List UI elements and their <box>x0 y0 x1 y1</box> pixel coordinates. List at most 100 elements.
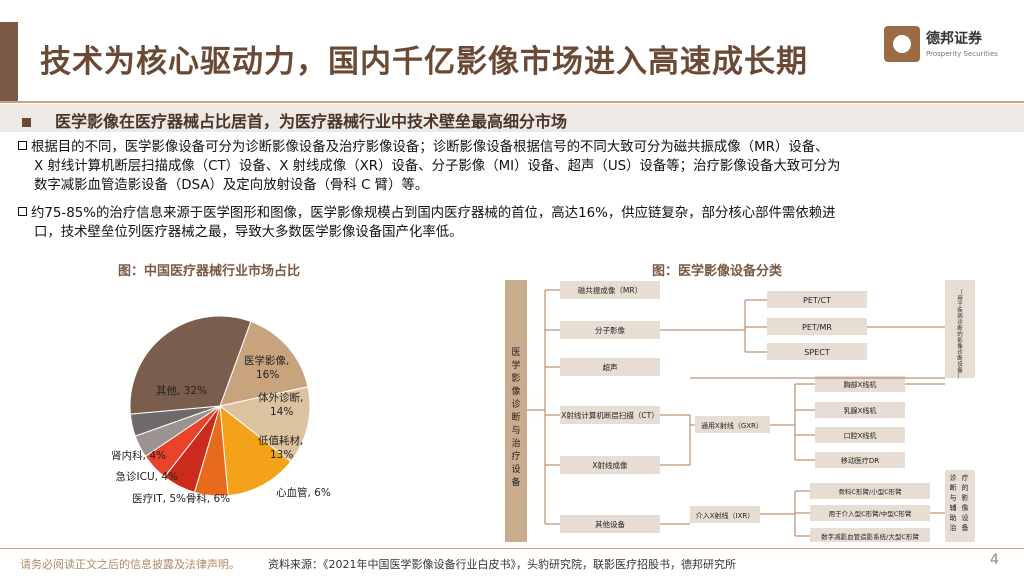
right2-char: 影 <box>962 493 969 502</box>
pie-label: 医疗IT, 5% <box>132 492 186 505</box>
gxr-label: 通用X射线（GXR） <box>701 421 763 430</box>
para-line: X 射线计算机断层扫描成像（CT）设备、X 射线成像（XR）设备、分子影像（MI… <box>34 159 841 174</box>
right1-char: 病 <box>957 312 963 320</box>
right2-char: 助 <box>950 513 957 522</box>
classification-diagram: 医学影像诊断与治疗设备磁共振成像（MR） 分子影像 超声 X射线计算机断层扫描（CT）… <box>505 280 980 544</box>
category-label: 超声 <box>603 362 618 372</box>
pie-label: 医学影像, <box>244 354 289 367</box>
root-label-char: 像 <box>511 385 520 397</box>
root-label-char: 影 <box>511 373 520 384</box>
bullet-square-icon <box>22 118 31 127</box>
diagram-svg: 医学影像诊断与治疗设备磁共振成像（MR）分子影像超声X射线计算机断层扫描（CT）… <box>505 280 975 544</box>
page-number: 4 <box>990 552 999 568</box>
right1-char: 像 <box>957 342 963 350</box>
paragraph-2: 约75-85%的治疗信息来源于医学图形和图像，医学影像规模占到国内医疗器械的首位… <box>18 204 1018 242</box>
para-line: 根据目的不同，医学影像设备可分为诊断影像设备及治疗影像设备；诊断影像设备根据信号… <box>31 140 829 155</box>
diagram-caption: 图：医学影像设备分类 <box>652 264 783 279</box>
right-box-1 <box>945 280 975 378</box>
root-label-char: 诊 <box>511 398 520 410</box>
root-label-char: 断 <box>511 411 520 423</box>
category-box <box>560 515 660 533</box>
right1-char: 断 <box>957 324 963 332</box>
gxr-sub-box <box>815 452 905 468</box>
ixr-sub-label: 骨科C形臂/小型C形臂 <box>838 487 902 496</box>
right1-char: 设 <box>957 360 963 368</box>
ixr-sub-label: 用于介入型C形臂/中型C形臂 <box>829 509 912 518</box>
mi-sub-label: PET/MR <box>802 323 832 332</box>
category-label: X射线成像 <box>592 460 628 470</box>
right2-char: 断 <box>950 483 957 492</box>
divider <box>0 101 1024 103</box>
gxr-box <box>695 416 770 433</box>
mi-sub-box <box>767 291 867 308</box>
pie-chart: 医学影像, 16% 体外诊断, 14% 低值耗材, 13% 心血管, 6% 骨科, 6% 医疗I… <box>100 296 340 516</box>
para-line: 口，技术壁垒位列医疗器械之最，导致大多数医学影像设备国产化率低。 <box>34 225 463 240</box>
pie-caption: 图：中国医疗器械行业市场占比 <box>118 264 301 279</box>
pie-value-label: 16% <box>256 369 279 381</box>
right1-char: 影 <box>957 336 963 344</box>
mi-sub-label: PET/CT <box>803 296 831 305</box>
gxr-sub-label: 移动医疗DR <box>841 456 879 465</box>
category-label: 磁共振成像（MR） <box>578 285 642 295</box>
pie-label: 心血管, 6% <box>276 486 331 499</box>
right2-char: 辅 <box>950 503 957 512</box>
gxr-sub-label: 乳腺X线机 <box>844 406 877 415</box>
ixr-sub-box <box>810 528 930 544</box>
right2-char: 与 <box>950 494 957 502</box>
gxr-sub-box <box>815 402 905 418</box>
right-box-2 <box>945 470 975 542</box>
root-label-char: 疗 <box>511 450 520 462</box>
right1-char: 于 <box>957 301 963 308</box>
left-accent-bar <box>0 22 18 102</box>
pie-chart-svg: 医学影像, 16% 体外诊断, 14% 低值耗材, 13% 心血管, 6% 骨科, 6%医疗I… <box>111 315 331 505</box>
right2-char: 备 <box>962 523 969 532</box>
para-line: 数字减影血管造影设备（DSA）及定向放射设备（骨科 C 臂）等。 <box>34 178 429 193</box>
pie-label: 低值耗材, <box>258 434 303 447</box>
root-label-char: 与 <box>511 425 520 436</box>
pie-slice <box>219 404 292 497</box>
right2-char: 像 <box>962 503 969 512</box>
right2-char: 的 <box>962 483 969 492</box>
pie-label: 肾内科, 4% <box>111 449 166 462</box>
category-label: X射线计算机断层扫描（CT） <box>561 410 658 420</box>
pie-label: 急诊ICU, 4% <box>116 470 178 483</box>
paragraph-1: 根据目的不同，医学影像设备可分为诊断影像设备及治疗影像设备；诊断影像设备根据信号… <box>18 138 1018 195</box>
right1-char: 疾 <box>957 306 963 314</box>
subtitle-text: 医学影像在医疗器械占比居首，为医疗器械行业中技术壁垒最高细分市场 <box>55 112 568 131</box>
category-box <box>560 321 660 339</box>
right1-char: 断 <box>957 354 963 362</box>
right2-char: 治 <box>950 523 957 532</box>
page-title: 技术为核心驱动力，国内千亿影像市场进入高速成长期 <box>40 44 808 80</box>
pie-value-label: 14% <box>270 406 293 418</box>
disclaimer-link[interactable]: 请务必阅读正文之后的信息披露及法律声明。 <box>20 558 240 571</box>
subtitle-bar <box>0 104 1024 132</box>
category-box <box>560 358 660 376</box>
pie-slice <box>219 320 309 407</box>
gxr-sub-box <box>815 376 905 392</box>
category-box <box>560 456 660 474</box>
pie-slice <box>218 386 311 463</box>
ixr-sub-box <box>810 505 930 521</box>
ixr-sub-label: 数字减影血管造影系统/大型C形臂 <box>821 532 919 541</box>
root-label-char: 医 <box>511 347 520 358</box>
checkbox-bullet-icon <box>18 207 27 216</box>
mi-sub-box <box>767 318 867 335</box>
right1-char: 的 <box>957 330 963 338</box>
right2-char: 疗 <box>962 473 969 482</box>
category-box <box>560 406 660 424</box>
ixr-box <box>690 506 760 523</box>
root-label-char: 设 <box>511 464 520 475</box>
gxr-sub-label: 胸部X线机 <box>844 380 877 389</box>
pie-value-label: 13% <box>270 449 293 461</box>
ixr-label: 介入X射线（IXR） <box>696 511 755 520</box>
gxr-sub-label: 口腔X线机 <box>844 431 877 440</box>
logo-text: 德邦证券 <box>926 31 982 47</box>
source-note: 资料来源：《2021年中国医学影像设备行业白皮书》，头豹研究院，联影医疗招股书，… <box>268 558 736 571</box>
root-label-char: 治 <box>511 437 520 449</box>
section-subtitle: 医学影像在医疗器械占比居首，为医疗器械行业中技术壁垒最高细分市场 <box>22 108 567 132</box>
logo-subtext: Prosperity Securities <box>926 50 998 58</box>
gxr-sub-box <box>815 427 905 443</box>
footer-divider <box>0 548 1024 549</box>
right1-char: 诊 <box>957 348 963 356</box>
pie-label: 其他, 32% <box>156 384 207 397</box>
